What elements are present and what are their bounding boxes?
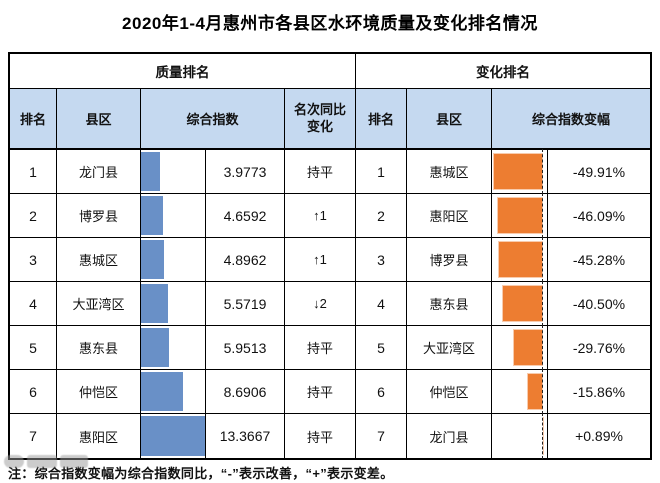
delta-data-bar <box>497 241 543 278</box>
delta-bar-cell <box>492 281 548 326</box>
delta-data-bar <box>513 329 543 366</box>
delta-bar-cell <box>492 413 548 459</box>
change-district-cell: 惠阳区 <box>407 194 492 238</box>
delta-value-cell: -46.09% <box>548 194 650 238</box>
change-rank-cell: 2 <box>356 194 407 238</box>
delta-bar-cell <box>492 193 548 238</box>
zero-axis-line <box>542 237 543 282</box>
zero-axis-line <box>542 413 543 459</box>
quality-index-header: 综合指数 <box>141 89 285 150</box>
quality-rank-cell: 2 <box>10 194 57 238</box>
index-value-cell: 13.3667 <box>206 414 285 458</box>
delta-bar-cell <box>492 149 548 194</box>
index-bar-cell <box>141 414 206 458</box>
zero-axis-line <box>542 193 543 238</box>
index-value-cell: 3.9773 <box>206 150 285 194</box>
rank-change-cell: ↓2 <box>285 282 356 326</box>
quality-rank-cell: 1 <box>10 150 57 194</box>
quality-rank-cell: 5 <box>10 326 57 370</box>
index-data-bar <box>141 196 164 235</box>
zero-axis-line <box>542 369 543 414</box>
change-district-cell: 仲恺区 <box>407 370 492 414</box>
quality-district-cell: 惠城区 <box>57 238 141 282</box>
change-rank-cell: 7 <box>356 414 407 458</box>
rank-change-cell: 持平 <box>285 326 356 370</box>
index-value-cell: 4.8962 <box>206 238 285 282</box>
delta-value-cell: -40.50% <box>548 282 650 326</box>
index-bar-cell <box>141 326 206 370</box>
change-district-cell: 龙门县 <box>407 414 492 458</box>
change-rank-header: 排名 <box>356 89 407 150</box>
delta-bar-cell <box>492 325 548 370</box>
ranking-table: 质量排名 变化排名 排名 县区 综合指数 名次同比 变化 排名 县区 综合指数变… <box>8 52 652 460</box>
page-title: 2020年1-4月惠州市各县区水环境质量及变化排名情况 <box>122 14 538 33</box>
index-data-bar <box>141 152 161 191</box>
change-rank-cell: 3 <box>356 238 407 282</box>
quality-district-cell: 惠东县 <box>57 326 141 370</box>
delta-value-cell: -45.28% <box>548 238 650 282</box>
change-district-header: 县区 <box>407 89 492 150</box>
delta-value-cell: +0.89% <box>575 428 623 444</box>
rank-change-cell: 持平 <box>285 370 356 414</box>
rank-change-cell: 持平 <box>285 414 356 458</box>
delta-value-cell: -15.86% <box>548 370 650 414</box>
delta-bar-cell <box>492 237 548 282</box>
index-bar-cell <box>141 238 206 282</box>
delta-data-bar <box>502 285 543 322</box>
change-district-cell: 博罗县 <box>407 238 492 282</box>
delta-data-bar <box>496 197 543 234</box>
quality-rank-cell: 7 <box>10 414 57 458</box>
change-rank-cell: 1 <box>356 150 407 194</box>
rank-change-cell: ↑1 <box>285 238 356 282</box>
delta-data-bar <box>492 153 543 190</box>
index-bar-cell <box>141 282 206 326</box>
quality-district-cell: 惠阳区 <box>57 414 141 458</box>
quality-rank-cell: 6 <box>10 370 57 414</box>
rank-change-cell: 持平 <box>285 150 356 194</box>
quality-district-cell: 大亚湾区 <box>57 282 141 326</box>
change-rank-cell: 6 <box>356 370 407 414</box>
quality-group-header: 质量排名 <box>10 54 356 89</box>
index-value-cell: 8.6906 <box>206 370 285 414</box>
change-group-header: 变化排名 <box>356 54 650 89</box>
index-data-bar <box>141 372 183 411</box>
index-bar-cell <box>141 150 206 194</box>
index-value-cell: 4.6592 <box>206 194 285 238</box>
delta-value-cell: -29.76% <box>548 326 650 370</box>
index-value-cell: 5.9513 <box>206 326 285 370</box>
rank-change-header-line2: 变化 <box>306 118 333 134</box>
zero-axis-line <box>542 281 543 326</box>
rank-change-header-line1: 名次同比 <box>293 101 346 117</box>
index-data-bar <box>141 240 165 279</box>
change-district-cell: 惠东县 <box>407 282 492 326</box>
quality-district-cell: 博罗县 <box>57 194 141 238</box>
delta-bar-cell <box>492 369 548 414</box>
index-data-bar <box>141 284 168 323</box>
quality-rank-change-header: 名次同比 变化 <box>285 89 356 150</box>
index-bar-cell <box>141 370 206 414</box>
change-district-cell: 惠城区 <box>407 150 492 194</box>
change-rank-cell: 4 <box>356 282 407 326</box>
delta-value-cell: -49.91% <box>548 150 650 194</box>
quality-district-cell: 仲恺区 <box>57 370 141 414</box>
quality-rank-header: 排名 <box>10 89 57 150</box>
quality-rank-cell: 3 <box>10 238 57 282</box>
change-delta-header: 综合指数变幅 <box>492 89 650 150</box>
delta-data-bar <box>527 373 543 410</box>
quality-district-cell: 龙门县 <box>57 150 141 194</box>
index-data-bar <box>141 416 205 456</box>
quality-district-header: 县区 <box>57 89 141 150</box>
change-district-cell: 大亚湾区 <box>407 326 492 370</box>
index-value-cell: 5.5719 <box>206 282 285 326</box>
footnote: 注：综合指数变幅为综合指数同比，“-”表示改善，“+”表示变差。 <box>8 466 394 481</box>
zero-axis-line <box>542 149 543 194</box>
delta-data-bar <box>543 417 544 455</box>
rank-change-cell: ↑1 <box>285 194 356 238</box>
change-rank-cell: 5 <box>356 326 407 370</box>
quality-rank-cell: 4 <box>10 282 57 326</box>
index-data-bar <box>141 328 170 367</box>
zero-axis-line <box>542 325 543 370</box>
index-bar-cell <box>141 194 206 238</box>
